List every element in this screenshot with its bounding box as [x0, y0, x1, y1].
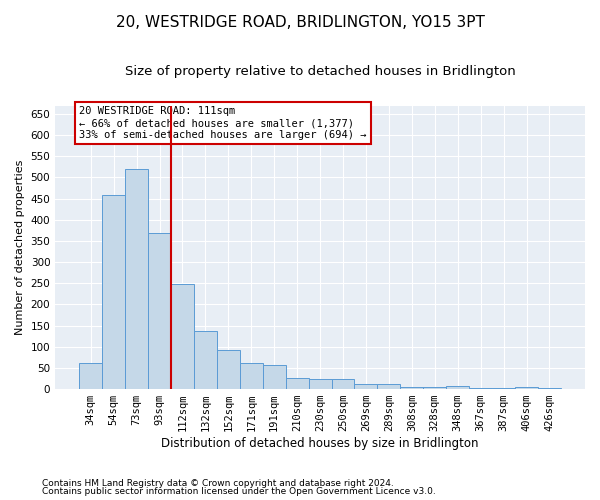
Bar: [148, 232, 171, 389]
Bar: [194, 330, 217, 389]
Bar: [79, 363, 102, 389]
Bar: [446, 386, 469, 389]
Title: Size of property relative to detached houses in Bridlington: Size of property relative to detached ho…: [125, 65, 515, 78]
Bar: [423, 386, 446, 389]
Bar: [125, 169, 148, 389]
Bar: [102, 196, 125, 389]
Bar: [240, 363, 263, 389]
Text: Contains public sector information licensed under the Open Government Licence v3: Contains public sector information licen…: [42, 487, 436, 496]
Bar: [515, 387, 538, 389]
Y-axis label: Number of detached properties: Number of detached properties: [15, 160, 25, 335]
Bar: [263, 365, 286, 389]
Bar: [355, 384, 377, 389]
Text: 20, WESTRIDGE ROAD, BRIDLINGTON, YO15 3PT: 20, WESTRIDGE ROAD, BRIDLINGTON, YO15 3P…: [116, 15, 484, 30]
Text: Contains HM Land Registry data © Crown copyright and database right 2024.: Contains HM Land Registry data © Crown c…: [42, 478, 394, 488]
Bar: [469, 388, 492, 389]
Text: 20 WESTRIDGE ROAD: 111sqm
← 66% of detached houses are smaller (1,377)
33% of se: 20 WESTRIDGE ROAD: 111sqm ← 66% of detac…: [79, 106, 367, 140]
Bar: [492, 388, 515, 389]
Bar: [400, 386, 423, 389]
Bar: [217, 350, 240, 389]
Bar: [377, 384, 400, 389]
Bar: [332, 378, 355, 389]
Bar: [308, 378, 332, 389]
Bar: [286, 378, 308, 389]
X-axis label: Distribution of detached houses by size in Bridlington: Distribution of detached houses by size …: [161, 437, 479, 450]
Bar: [171, 284, 194, 389]
Bar: [538, 388, 561, 389]
